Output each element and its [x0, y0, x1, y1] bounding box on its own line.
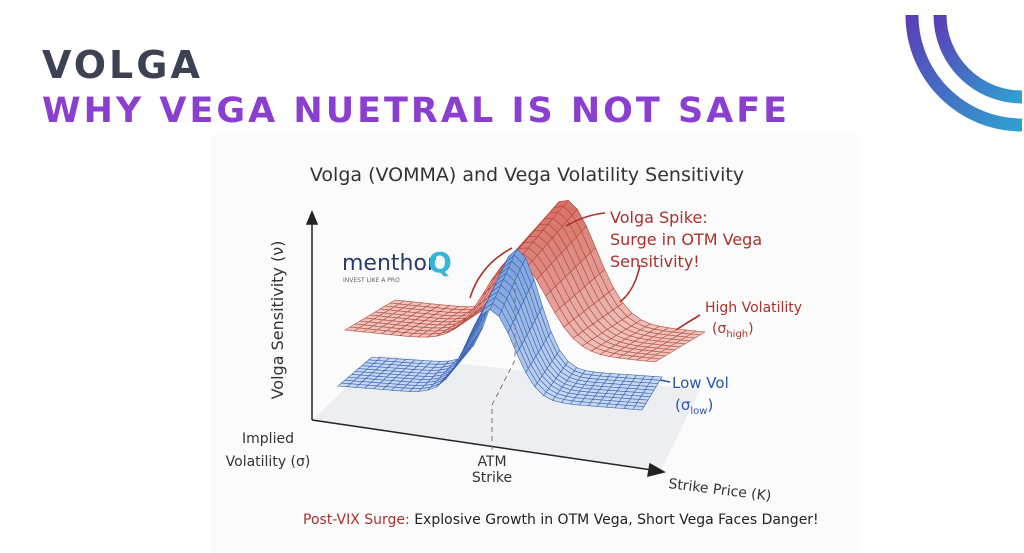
low-vol-label: Low Vol (σlow)	[659, 374, 729, 417]
logo-name: menthor	[342, 251, 437, 276]
leader	[659, 379, 671, 383]
caption: Post-VIX Surge: Explosive Growth in OTM …	[303, 512, 819, 528]
logo-tagline: INVEST LIKE A PRO	[343, 277, 400, 284]
atm-guide	[491, 275, 516, 450]
arrow	[675, 314, 701, 331]
corner-arcs	[905, 14, 1023, 132]
label: High Volatility	[705, 300, 802, 316]
arrow	[469, 247, 513, 299]
logo: menthor Q INVEST LIKE A PRO	[342, 246, 452, 284]
slide-subtitle: WHY VEGA NUETRAL IS NOT SAFE	[42, 91, 790, 131]
axes	[305, 210, 666, 478]
x-arrow	[647, 462, 666, 478]
slide-title: VOLGA	[42, 43, 203, 87]
depth-axis-label: Implied	[242, 431, 294, 447]
depth-axis-label: Volatility (σ)	[226, 454, 311, 470]
symbol-close: )	[748, 321, 753, 337]
logo-mark: Q	[428, 246, 452, 279]
atm-label: Strike	[472, 470, 512, 486]
subscript: low	[690, 406, 707, 417]
figure-title: Volga (VOMMA) and Vega Volatility Sensit…	[310, 164, 744, 186]
symbol-text: (σ	[675, 396, 691, 414]
symbol: (σhigh)	[712, 321, 754, 340]
arrow	[619, 264, 641, 303]
x-axis	[311, 419, 653, 471]
annotation-line: Volga Spike:	[610, 208, 708, 227]
symbol-close: )	[707, 396, 713, 414]
surface-cell	[632, 405, 645, 411]
label: Low Vol	[672, 374, 729, 392]
high-vol-label: High Volatility (σhigh)	[705, 300, 802, 340]
caption-lead: Post-VIX Surge:	[303, 512, 410, 528]
y-axis-label: Volga Sensitivity (ν)	[268, 241, 287, 400]
subscript: high	[726, 329, 748, 340]
surfaces	[337, 199, 706, 411]
annotation-arrows	[469, 212, 701, 331]
symbol: (σlow)	[675, 396, 713, 417]
surface-cell	[644, 357, 661, 363]
spike-annotation: Volga Spike: Surge in OTM Vega Sensitivi…	[610, 208, 762, 271]
atm-label: ATM	[477, 454, 506, 470]
arrow	[565, 212, 606, 227]
annotation-line: Sensitivity!	[610, 252, 700, 271]
caption-text: Explosive Growth in OTM Vega, Short Vega…	[410, 512, 819, 528]
y-arrow	[305, 210, 319, 225]
annotation-line: Surge in OTM Vega	[610, 230, 762, 249]
symbol-text: (σ	[712, 321, 726, 337]
